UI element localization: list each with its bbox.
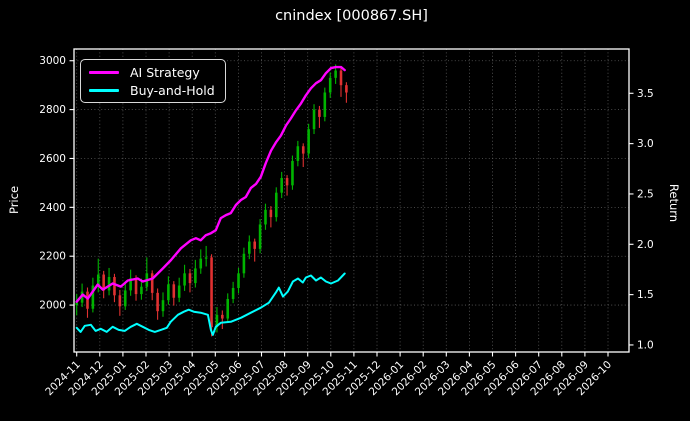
legend: AI Strategy Buy-and-Hold: [80, 59, 226, 103]
right-tick-label: 2.5: [637, 188, 654, 200]
ai-strategy-line: [75, 65, 346, 303]
left-tick-label: 2200: [39, 251, 66, 263]
left-tick-label: 2600: [39, 153, 66, 165]
right-tick-label: 2.0: [637, 239, 654, 251]
right-tick-label: 3.5: [637, 88, 654, 100]
left-tick-label: 2800: [39, 104, 66, 116]
legend-item-buy-and-hold: Buy-and-Hold: [89, 83, 217, 98]
buy-and-hold-line-swatch: [89, 88, 119, 92]
legend-item-ai-strategy: AI Strategy: [89, 65, 217, 80]
left-tick-label: 3000: [39, 55, 66, 67]
legend-label-buy-and-hold: Buy-and-Hold: [130, 82, 215, 98]
right-tick-label: 1.0: [637, 339, 654, 351]
plot-border: [73, 48, 630, 353]
right-tick-label: 1.5: [637, 289, 654, 301]
left-tick-label: 2400: [39, 202, 66, 214]
ai-strategy-line-swatch: [89, 70, 119, 74]
chart-title: cnindex [000867.SH]: [275, 8, 428, 24]
buy-and-hold-line: [75, 272, 346, 336]
legend-label-ai-strategy: AI Strategy: [130, 64, 200, 80]
right-tick-label: 3.0: [637, 138, 654, 150]
left-tick-label: 2000: [39, 300, 66, 312]
